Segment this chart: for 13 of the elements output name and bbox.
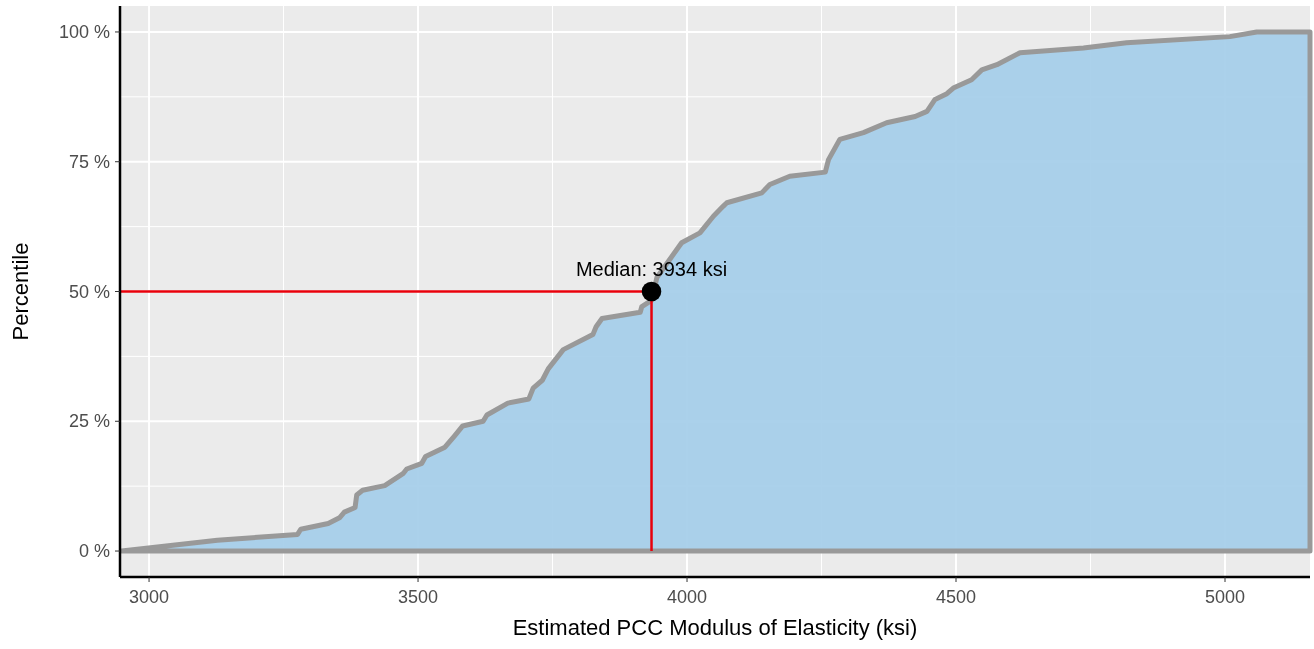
y-tick-label: 25 % xyxy=(68,411,110,432)
y-tick-label: 0 % xyxy=(78,541,110,562)
x-axis-title: Estimated PCC Modulus of Elasticity (ksi) xyxy=(512,615,918,640)
y-axis-title: Percentile xyxy=(8,242,33,341)
x-tick-label: 4500 xyxy=(935,587,977,607)
x-tick-label: 5000 xyxy=(1204,587,1246,607)
y-tick-label: 100 % xyxy=(58,21,110,42)
x-tick-label: 4000 xyxy=(667,587,708,607)
x-tick-label: 3500 xyxy=(398,587,439,607)
y-tick-label: 50 % xyxy=(68,281,110,302)
y-tick-label: 75 % xyxy=(68,151,110,172)
x-tick-label: 3000 xyxy=(129,587,170,607)
annotation: Median: 3934 ksi xyxy=(575,257,728,280)
